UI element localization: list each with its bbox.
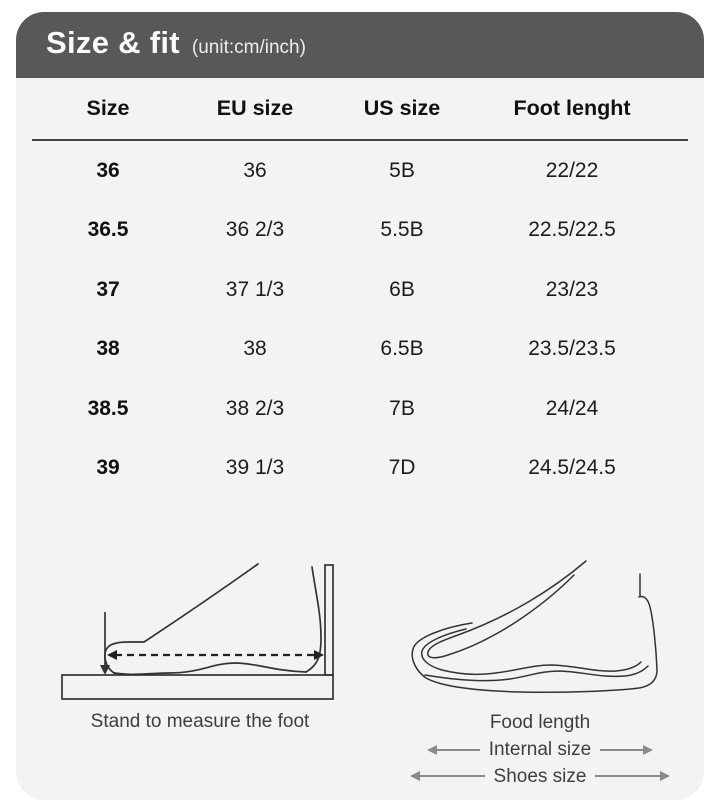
table-row: 37 37 1/3 6B 23/23 (16, 260, 704, 320)
column-header-us-size: US size (363, 96, 441, 120)
cell-foot-length: 24.5/24.5 (528, 456, 616, 480)
shoes-size-caption: Shoes size (493, 765, 587, 787)
cell-eu-size: 38 2/3 (225, 396, 285, 420)
table-row: 39 39 1/3 7D 24.5/24.5 (16, 439, 704, 499)
foot-sole-outline (113, 662, 307, 676)
cell-foot-length: 22/22 (545, 158, 599, 182)
cell-us-size: 5B (389, 158, 415, 182)
sole-seam-line (424, 665, 649, 682)
card-header: Size & fit (unit:cm/inch) (16, 12, 704, 78)
cell-eu-size: 37 1/3 (225, 277, 285, 301)
cell-size: 38.5 (87, 396, 129, 420)
internal-size-caption: Internal size (488, 738, 592, 760)
arrow-right-icon (600, 744, 654, 755)
cell-size: 36 (96, 158, 120, 182)
cell-us-size: 7D (388, 456, 416, 480)
cell-size: 37 (96, 277, 120, 301)
unit-label: (unit:cm/inch) (191, 37, 306, 58)
cell-foot-length: 22.5/22.5 (528, 218, 616, 242)
cell-size: 39 (96, 456, 120, 480)
table-row: 38 38 6.5B 23.5/23.5 (16, 320, 704, 380)
foot-length-caption: Food length (489, 712, 591, 733)
foot-outline (104, 563, 259, 674)
wall-shape (324, 564, 334, 676)
cell-foot-length: 24/24 (545, 396, 599, 420)
shoe-illustration (411, 560, 658, 694)
cell-eu-size: 38 (243, 337, 267, 361)
platform-shape (61, 674, 334, 700)
arrow-right-icon (595, 771, 671, 782)
column-header-foot-length: Foot lenght (513, 96, 631, 120)
internal-outline (420, 628, 642, 676)
cell-eu-size: 36 2/3 (225, 218, 285, 242)
cell-us-size: 6B (389, 277, 415, 301)
page-title: Size & fit (46, 25, 180, 60)
cell-foot-length: 23/23 (545, 277, 599, 301)
arrow-left-icon (409, 771, 485, 782)
table-header-row: Size EU size US size Foot lenght (16, 78, 704, 139)
cell-foot-length: 23.5/23.5 (528, 337, 616, 361)
shoes-size-row: Shoes size (400, 765, 680, 789)
size-fit-card: Size & fit (unit:cm/inch) Size EU size U… (16, 12, 704, 800)
internal-size-row: Internal size (400, 738, 680, 762)
arrow-left-icon (426, 744, 480, 755)
shoe-size-figure: Food length Internal size Shoes size (400, 545, 680, 788)
shoe-outer-outline (411, 595, 658, 694)
column-header-eu-size: EU size (216, 96, 294, 120)
cell-us-size: 7B (389, 396, 415, 420)
foot-measure-illustration (61, 563, 334, 700)
cell-eu-size: 36 (243, 158, 267, 182)
foot-inside-outline (427, 560, 587, 659)
table-row: 36 36 5B 22/22 (16, 141, 704, 201)
cell-size: 36.5 (87, 218, 129, 242)
table-body: 36 36 5B 22/22 36.5 36 2/3 5.5B 22.5/22.… (16, 141, 704, 498)
column-header-size: Size (86, 96, 130, 120)
cell-us-size: 6.5B (380, 337, 424, 361)
table-divider (32, 139, 688, 141)
cell-eu-size: 39 1/3 (225, 456, 285, 480)
foot-heel-outline (305, 566, 322, 673)
press-arrow-icon (100, 612, 110, 675)
cell-size: 38 (96, 337, 120, 361)
foot-measure-caption: Stand to measure the foot (90, 711, 310, 732)
table-row: 38.5 38 2/3 7B 24/24 (16, 379, 704, 439)
cell-us-size: 5.5B (380, 218, 424, 242)
table-row: 36.5 36 2/3 5.5B 22.5/22.5 (16, 201, 704, 261)
foot-measure-figure: Stand to measure the foot (50, 552, 350, 734)
foot-length-arrow-icon (107, 650, 324, 660)
